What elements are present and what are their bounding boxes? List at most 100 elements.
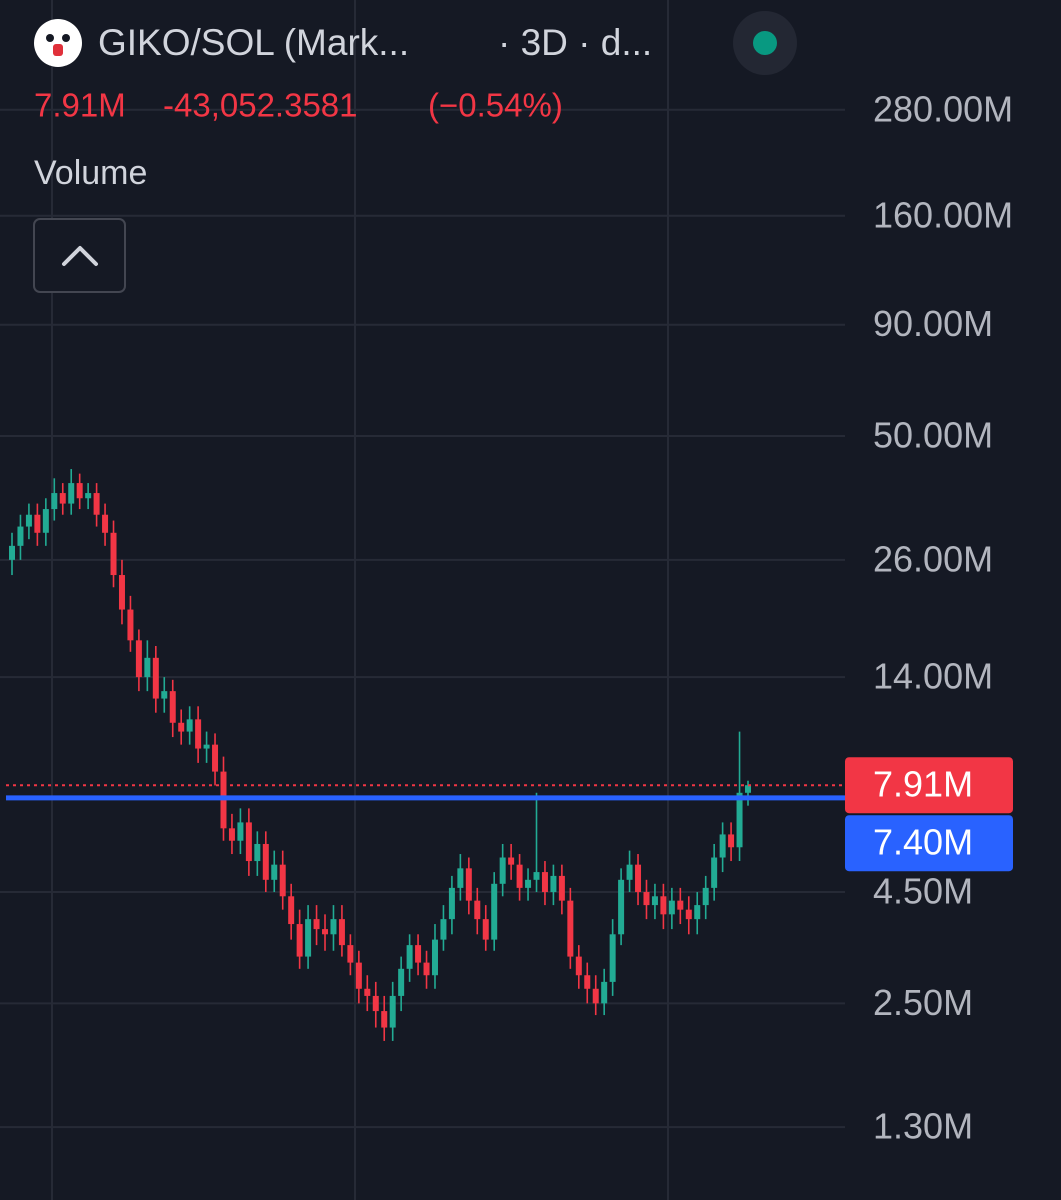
candle-body [305, 919, 312, 957]
candle-body [440, 919, 447, 940]
candle-body [338, 919, 345, 946]
price-label-box [845, 757, 1013, 814]
candle-body [347, 945, 354, 963]
candle-body [694, 905, 701, 920]
candle-body [110, 532, 117, 576]
candle-body [728, 834, 735, 848]
y-tick-label: 1.30M [873, 1106, 973, 1147]
candle-body [457, 868, 464, 888]
y-tick-label: 2.50M [873, 982, 973, 1023]
candle-body [262, 843, 269, 880]
candle-body [135, 640, 142, 678]
candle-body [364, 988, 371, 996]
candle-body [25, 514, 32, 527]
candle-body [719, 834, 726, 858]
candle-body [355, 962, 362, 989]
candle-body [322, 929, 329, 935]
avatar-eye [62, 34, 70, 42]
candle-body [516, 864, 523, 888]
candle-body [736, 792, 743, 848]
candle-body [668, 900, 675, 915]
status-button[interactable] [733, 11, 797, 75]
candle-body [186, 719, 193, 732]
candle-body [237, 822, 244, 841]
candle-body [271, 864, 278, 880]
candle-body [93, 493, 100, 515]
candle-body [635, 864, 642, 893]
candle-body [448, 887, 455, 920]
y-tick-label: 14.00M [873, 656, 993, 697]
candle-body [102, 514, 109, 533]
status-dot [753, 31, 777, 55]
candle-body [212, 744, 219, 772]
candle-body [533, 872, 540, 880]
candle-body [601, 981, 608, 1004]
y-tick-label: 280.00M [873, 88, 1013, 129]
candle-body [592, 988, 599, 1004]
candle-body [178, 722, 185, 732]
candle-body [482, 919, 489, 940]
candle-body [643, 892, 650, 906]
candle-body [711, 857, 718, 888]
candle-body [685, 909, 692, 920]
candle-body [609, 934, 616, 982]
candle-body [144, 657, 151, 678]
candle-body [567, 900, 574, 957]
candle-body [118, 575, 125, 610]
candle-body [68, 483, 75, 504]
price-axis: 280.00M 160.00M 90.00M 50.00M 26.00M 14.00M 4.… [873, 88, 1013, 1146]
y-tick-label: 4.50M [873, 871, 973, 912]
candle-body [254, 843, 261, 862]
time-grid [51, 0, 669, 1200]
avatar-circle [34, 19, 82, 67]
candle-body [702, 887, 709, 906]
candle-body [313, 919, 320, 930]
candle-body [17, 526, 24, 546]
price-lines: 7.91M 7.40M [6, 757, 1013, 872]
candle-body [169, 691, 176, 723]
candle-body [59, 493, 66, 504]
candle-body [76, 483, 83, 499]
candle-body [51, 493, 58, 510]
candle-body [423, 962, 430, 976]
candle-body [161, 691, 168, 699]
symbol-avatar[interactable] [34, 19, 82, 67]
candle-body [34, 514, 41, 533]
candle-body [381, 1011, 388, 1028]
candles [9, 469, 751, 1041]
price-label-box [845, 815, 1013, 872]
y-tick-label: 160.00M [873, 194, 1013, 235]
candle-body [499, 857, 506, 884]
candle-body [330, 919, 337, 935]
candle-body [296, 924, 303, 957]
candle-body [152, 657, 159, 699]
candle-body [550, 875, 557, 893]
collapse-button[interactable] [33, 218, 126, 293]
avatar-eye [46, 34, 54, 42]
avatar-mouth [53, 44, 63, 56]
y-tick-label: 50.00M [873, 415, 993, 456]
candle-body [626, 864, 633, 880]
candle-body [651, 896, 658, 906]
price-label: 7.91M [873, 764, 973, 805]
symbol-title[interactable]: GIKO/SOL (Mark... [98, 22, 409, 63]
collapse-button-frame [33, 218, 126, 293]
candle-body [575, 956, 582, 976]
candle-body [618, 879, 625, 935]
candle-body [85, 493, 92, 499]
candle-body [203, 744, 210, 749]
change-percent: (−0.54%) [428, 87, 563, 124]
indicator-name: Volume [34, 154, 147, 192]
candle-body [279, 864, 286, 897]
price-label: 7.40M [873, 822, 973, 863]
y-tick-label: 26.00M [873, 538, 993, 579]
candle-body [508, 857, 515, 865]
chevron-up [62, 246, 98, 266]
interval[interactable]: · 3D · d... [498, 22, 652, 63]
change: -43,052.3581 [163, 87, 358, 124]
candle-body [127, 609, 134, 641]
last-price: 7.91M [34, 87, 126, 124]
candle-body [491, 883, 498, 940]
